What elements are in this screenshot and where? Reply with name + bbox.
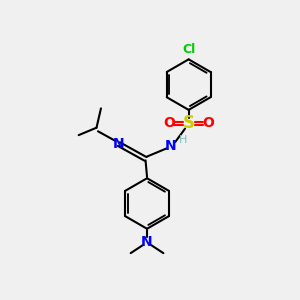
Text: N: N (165, 139, 177, 152)
Text: H: H (179, 135, 188, 145)
Text: N: N (113, 137, 124, 151)
Text: O: O (164, 116, 175, 130)
Text: Cl: Cl (182, 43, 195, 56)
Text: O: O (202, 116, 214, 130)
Text: N: N (141, 235, 153, 249)
Text: S: S (183, 114, 195, 132)
